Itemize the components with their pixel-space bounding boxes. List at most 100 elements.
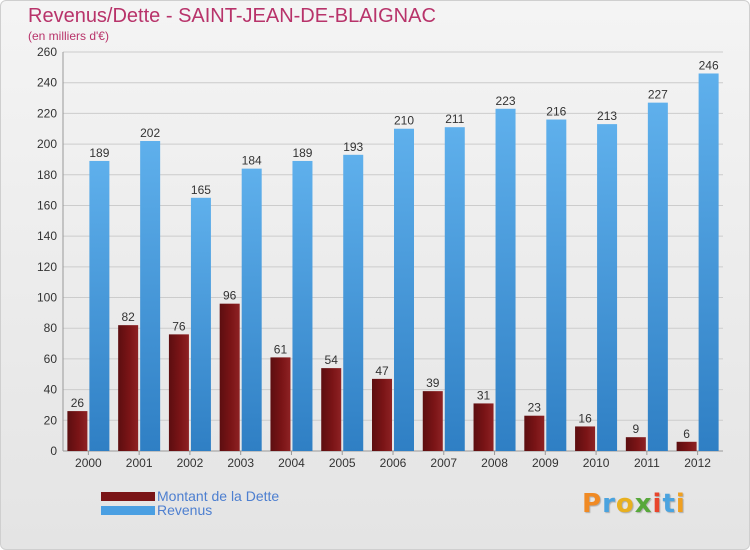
bars [67,73,719,452]
x-tick-label-2008: 2008 [481,456,508,470]
data-label-revenue-2010: 213 [597,109,617,123]
x-tick-label-2003: 2003 [227,456,254,470]
bar-debt-2010 [575,426,596,451]
data-label-revenue-2004: 189 [292,146,312,160]
y-tick-label: 100 [37,291,57,305]
legend-label-debt: Montant de la Dette [157,488,280,504]
data-label-revenue-2007: 211 [445,112,464,126]
y-tick-label: 0 [50,444,57,458]
logo-letter: i [675,489,686,519]
x-tick-label-2005: 2005 [329,456,356,470]
chart-title: Revenus/Dette - SAINT-JEAN-DE-BLAIGNAC [28,5,436,27]
legend-swatch-debt [101,491,155,501]
data-label-revenue-2008: 223 [496,94,516,108]
x-tick-label-2004: 2004 [278,456,305,470]
data-label-debt-2009: 23 [528,401,542,415]
y-tick-label: 220 [37,106,57,120]
bar-debt-2002 [168,334,189,451]
y-tick-label: 200 [37,137,57,151]
bar-debt-2007 [422,391,443,451]
data-label-revenue-2006: 210 [394,114,414,128]
data-label-revenue-2005: 193 [343,140,363,154]
data-label-revenue-2002: 165 [191,183,211,197]
data-label-debt-2011: 9 [633,422,640,436]
data-label-debt-2012: 6 [683,427,690,441]
bar-revenue-2012 [698,73,719,451]
bar-debt-2012 [676,441,697,451]
chart-subtitle: (en milliers d'€) [28,29,109,43]
bar-revenue-2009 [546,119,567,452]
bar-revenue-2004 [292,160,313,451]
data-label-revenue-2009: 216 [546,105,566,119]
grid-lines [62,51,723,452]
data-label-revenue-2000: 189 [89,146,109,160]
data-label-debt-2005: 54 [325,353,339,367]
y-tick-label: 180 [37,168,57,182]
logo-letter: r [602,489,616,519]
x-tick-label-2007: 2007 [430,456,457,470]
data-label-debt-2008: 31 [477,388,491,402]
legend-item-debt: Montant de la Dette [101,488,279,504]
bar-revenue-2011 [647,102,668,452]
data-label-debt-2003: 96 [223,289,237,303]
data-label-revenue-2001: 202 [140,126,160,140]
bar-revenue-2002 [190,197,211,451]
bar-revenue-2003 [241,168,262,451]
data-label-revenue-2003: 184 [242,154,262,168]
bar-revenue-2000 [89,160,110,451]
bar-debt-2001 [118,325,139,451]
bar-revenue-2006 [394,128,414,451]
data-label-debt-2000: 26 [71,396,85,410]
y-tick-label: 20 [44,413,58,427]
x-tick-label-2001: 2001 [126,456,153,470]
x-tick-label-2012: 2012 [684,456,711,470]
data-label-debt-2006: 47 [375,364,389,378]
proxiti-logo: Proxiti [582,489,686,519]
data-label-revenue-2011: 227 [648,88,668,102]
x-axis-ticks: 2000 2001 2002 2003 2004 2005 2006 2007 2008 2009… [75,451,711,470]
x-tick-label-2009: 2009 [532,456,559,470]
bar-revenue-2010 [597,124,618,451]
bar-debt-2003 [219,303,240,451]
logo-letter: t [662,489,676,519]
logo-letter: P [582,489,603,519]
logo-letter: i [652,489,663,519]
bar-revenue-2005 [343,154,364,452]
y-tick-label: 240 [37,76,57,90]
y-tick-label: 80 [44,321,58,335]
bar-debt-2006 [372,378,392,451]
y-tick-label: 140 [37,229,57,243]
bar-revenue-2001 [140,141,161,451]
x-tick-label-2011: 2011 [634,456,660,470]
bar-debt-2005 [321,368,342,451]
y-tick-label: 160 [37,198,57,212]
data-label-debt-2001: 82 [121,310,135,324]
y-axis-ticks: 0 20 40 60 80 100 120 140 160 180 200 220 240 260 [37,45,57,458]
bar-debt-2000 [67,411,88,451]
bar-revenue-2008 [495,108,516,452]
data-label-debt-2007: 39 [426,376,440,390]
x-tick-label-2006: 2006 [380,456,407,470]
bar-debt-2009 [524,415,545,451]
y-tick-label: 120 [37,260,57,274]
y-tick-label: 60 [44,352,58,366]
data-labels: 2618982202761659618461189541934721039211… [71,58,719,440]
x-tick-label-2000: 2000 [75,456,102,470]
data-label-debt-2010: 16 [578,411,592,425]
data-label-debt-2004: 61 [274,342,288,356]
logo-letter: x [634,489,653,519]
bar-debt-2008 [473,403,494,451]
bar-debt-2004 [270,357,291,451]
x-tick-label-2002: 2002 [177,456,204,470]
legend-label-revenue: Revenus [157,502,213,518]
bar-debt-2011 [625,437,646,451]
data-label-revenue-2012: 246 [699,58,719,72]
legend-item-revenue: Revenus [101,502,212,518]
legend-swatch-revenue [101,505,155,515]
data-label-debt-2002: 76 [172,319,186,333]
y-tick-label: 40 [44,383,58,397]
y-tick-label: 260 [37,45,57,59]
x-tick-label-2010: 2010 [583,456,610,470]
